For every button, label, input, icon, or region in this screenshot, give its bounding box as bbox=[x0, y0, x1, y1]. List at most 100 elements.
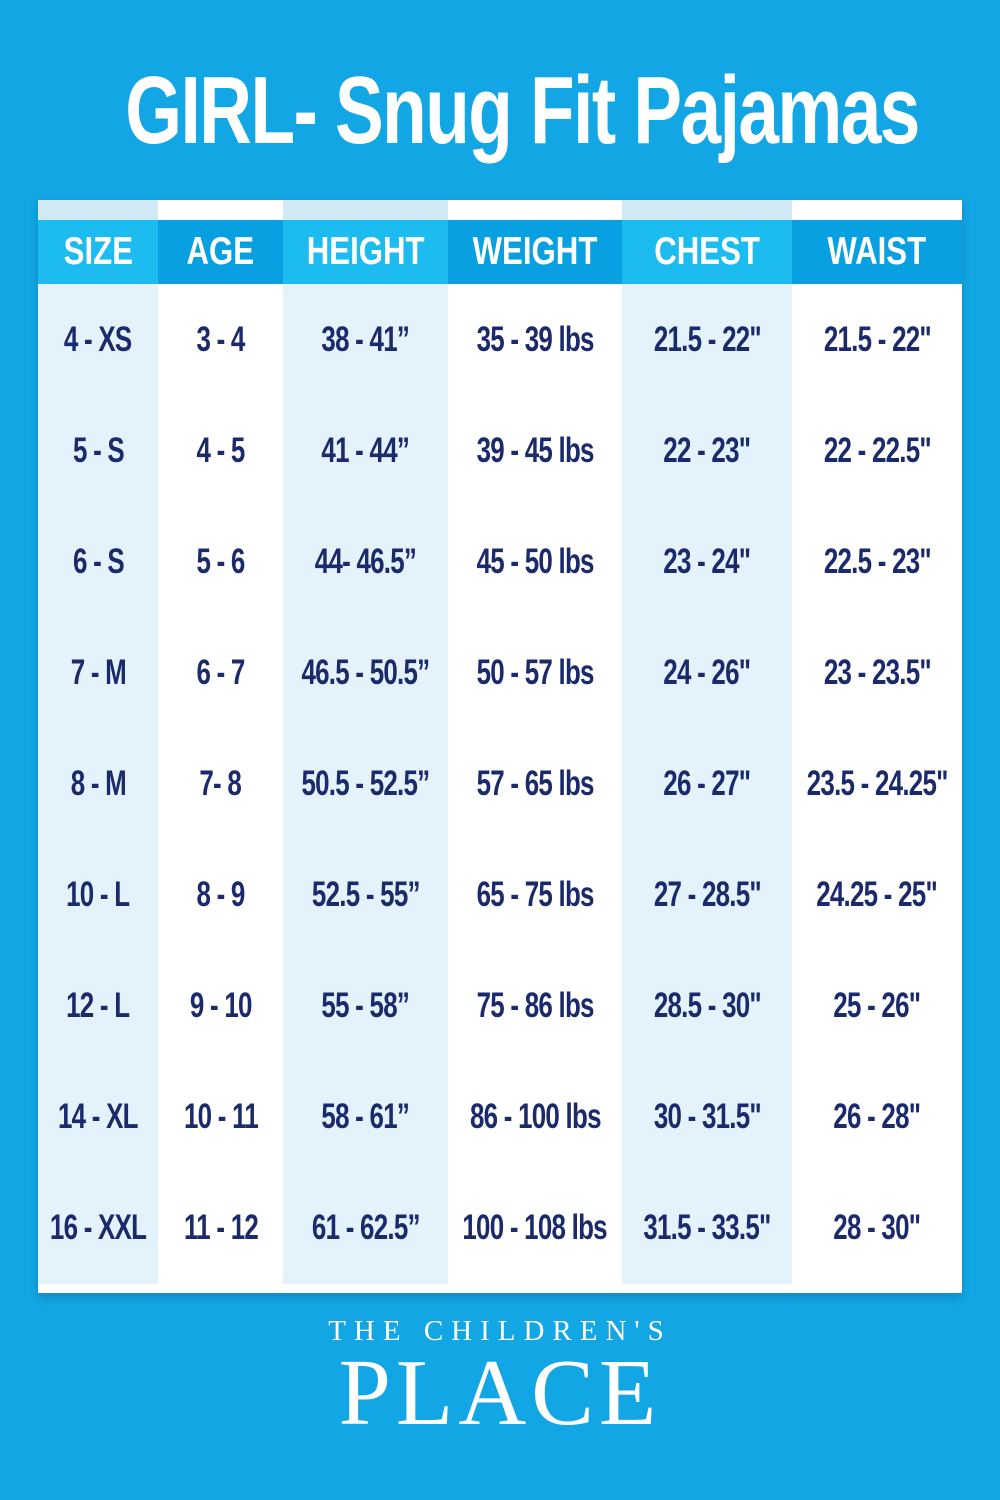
table-cell: 41 - 44” bbox=[283, 395, 449, 507]
table-cell: 26 - 27" bbox=[622, 728, 793, 840]
table-cell: 10 - L bbox=[38, 839, 159, 951]
table-cell: 50.5 - 52.5” bbox=[283, 728, 449, 840]
brand-logo-line2: PLACE bbox=[0, 1344, 1000, 1443]
table-cell: 12 - L bbox=[38, 950, 159, 1062]
table-cell: 58 - 61” bbox=[283, 1061, 449, 1173]
cell-text: 21.5 - 22" bbox=[653, 319, 761, 359]
cell-text: 86 - 100 lbs bbox=[469, 1097, 602, 1137]
cell-text: 7- 8 bbox=[199, 763, 242, 803]
table-cell: 45 - 50 lbs bbox=[448, 506, 623, 618]
cell-text: 44- 46.5” bbox=[314, 541, 417, 581]
table-header-row: SIZE AGE HEIGHT WEIGHT CHEST WAIST bbox=[38, 220, 962, 284]
cell-text: 4 - 5 bbox=[196, 430, 245, 470]
brand-logo-line1: THE CHILDREN'S bbox=[0, 1314, 1000, 1349]
table-cell: 57 - 65 lbs bbox=[448, 728, 623, 840]
table-cell: 28 - 30" bbox=[792, 1172, 962, 1284]
cell-text: 22 - 23" bbox=[663, 430, 752, 470]
cell-text: 10 - 11 bbox=[183, 1097, 259, 1137]
table-cell: 8 - M bbox=[38, 728, 159, 840]
table-row: 12 - L 9 - 10 55 - 58” 75 - 86 lbs 28.5 … bbox=[38, 950, 962, 1062]
table-row: 14 - XL 10 - 11 58 - 61” 86 - 100 lbs 30… bbox=[38, 1061, 962, 1173]
strip-cell bbox=[158, 200, 284, 220]
cell-text: 38 - 41” bbox=[321, 319, 410, 359]
header-label: WAIST bbox=[827, 230, 927, 273]
table-cell: 86 - 100 lbs bbox=[448, 1061, 623, 1173]
strip-cell bbox=[622, 1283, 793, 1293]
table-cell: 52.5 - 55” bbox=[283, 839, 449, 951]
table-cell: 6 - S bbox=[38, 506, 159, 618]
table-cell: 39 - 45 lbs bbox=[448, 395, 623, 507]
cell-text: 41 - 44” bbox=[321, 430, 410, 470]
header-label: HEIGHT bbox=[306, 230, 425, 273]
table-cell: 46.5 - 50.5” bbox=[283, 617, 449, 729]
table-cell: 5 - 6 bbox=[158, 506, 284, 618]
cell-text: 11 - 12 bbox=[183, 1208, 259, 1248]
cell-text: 100 - 108 lbs bbox=[462, 1208, 608, 1248]
cell-text: 5 - S bbox=[72, 430, 125, 470]
table-row: 10 - L 8 - 9 52.5 - 55” 65 - 75 lbs 27 -… bbox=[38, 839, 962, 951]
table-cell: 21.5 - 22" bbox=[792, 284, 962, 396]
cell-text: 8 - 9 bbox=[196, 875, 245, 915]
cell-text: 6 - 7 bbox=[196, 652, 245, 692]
cell-text: 28 - 30" bbox=[833, 1208, 922, 1248]
table-cell: 4 - XS bbox=[38, 284, 159, 396]
header-label: AGE bbox=[186, 230, 255, 273]
size-table: SIZE AGE HEIGHT WEIGHT CHEST WAIST 4 - X… bbox=[38, 200, 962, 1293]
header-cell-weight: WEIGHT bbox=[448, 220, 623, 284]
table-cell: 75 - 86 lbs bbox=[448, 950, 623, 1062]
strip-cell bbox=[38, 1283, 159, 1293]
table-cell: 26 - 28" bbox=[792, 1061, 962, 1173]
cell-text: 52.5 - 55” bbox=[311, 875, 421, 915]
cell-text: 23 - 24" bbox=[663, 541, 752, 581]
cell-text: 12 - L bbox=[66, 986, 130, 1026]
table-cell: 25 - 26" bbox=[792, 950, 962, 1062]
cell-text: 39 - 45 lbs bbox=[476, 430, 594, 470]
brand-text-large: PLACE bbox=[338, 1341, 662, 1445]
cell-text: 25 - 26" bbox=[833, 986, 922, 1026]
table-cell: 24 - 26" bbox=[622, 617, 793, 729]
cell-text: 26 - 27" bbox=[663, 763, 752, 803]
table-cell: 6 - 7 bbox=[158, 617, 284, 729]
table-cell: 8 - 9 bbox=[158, 839, 284, 951]
table-cell: 61 - 62.5” bbox=[283, 1172, 449, 1284]
table-cell: 24.25 - 25" bbox=[792, 839, 962, 951]
table-row: 4 - XS 3 - 4 38 - 41” 35 - 39 lbs 21.5 -… bbox=[38, 284, 962, 396]
cell-text: 61 - 62.5” bbox=[311, 1208, 421, 1248]
cell-text: 4 - XS bbox=[64, 319, 132, 359]
page-title-text: GIRL- Snug Fit Pajamas bbox=[125, 57, 920, 164]
cell-text: 10 - L bbox=[66, 875, 130, 915]
table-cell: 16 - XXL bbox=[38, 1172, 159, 1284]
cell-text: 22.5 - 23" bbox=[823, 541, 931, 581]
table-cell: 31.5 - 33.5" bbox=[622, 1172, 793, 1284]
cell-text: 24.25 - 25" bbox=[816, 875, 939, 915]
cell-text: 75 - 86 lbs bbox=[476, 986, 594, 1026]
cell-text: 35 - 39 lbs bbox=[476, 319, 594, 359]
table-row: 5 - S 4 - 5 41 - 44” 39 - 45 lbs 22 - 23… bbox=[38, 395, 962, 507]
table-cell: 22.5 - 23" bbox=[792, 506, 962, 618]
strip-cell bbox=[38, 200, 159, 220]
table-cell: 22 - 22.5" bbox=[792, 395, 962, 507]
table-cell: 23 - 24" bbox=[622, 506, 793, 618]
header-cell-age: AGE bbox=[158, 220, 284, 284]
cell-text: 16 - XXL bbox=[49, 1208, 147, 1248]
cell-text: 55 - 58” bbox=[321, 986, 410, 1026]
table-cell: 21.5 - 22" bbox=[622, 284, 793, 396]
cell-text: 23.5 - 24.25" bbox=[806, 763, 949, 803]
cell-text: 3 - 4 bbox=[196, 319, 245, 359]
cell-text: 5 - 6 bbox=[196, 541, 245, 581]
strip-cell bbox=[448, 1283, 623, 1293]
table-bottom-strip bbox=[38, 1283, 962, 1293]
cell-text: 28.5 - 30" bbox=[653, 986, 761, 1026]
cell-text: 26 - 28" bbox=[833, 1097, 922, 1137]
cell-text: 23 - 23.5" bbox=[823, 652, 931, 692]
table-cell: 38 - 41” bbox=[283, 284, 449, 396]
cell-text: 24 - 26" bbox=[663, 652, 752, 692]
table-cell: 7- 8 bbox=[158, 728, 284, 840]
cell-text: 6 - S bbox=[72, 541, 125, 581]
table-cell: 100 - 108 lbs bbox=[448, 1172, 623, 1284]
table-cell: 14 - XL bbox=[38, 1061, 159, 1173]
table-row: 8 - M 7- 8 50.5 - 52.5” 57 - 65 lbs 26 -… bbox=[38, 728, 962, 840]
cell-text: 50 - 57 lbs bbox=[476, 652, 594, 692]
cell-text: 65 - 75 lbs bbox=[476, 875, 594, 915]
table-cell: 44- 46.5” bbox=[283, 506, 449, 618]
